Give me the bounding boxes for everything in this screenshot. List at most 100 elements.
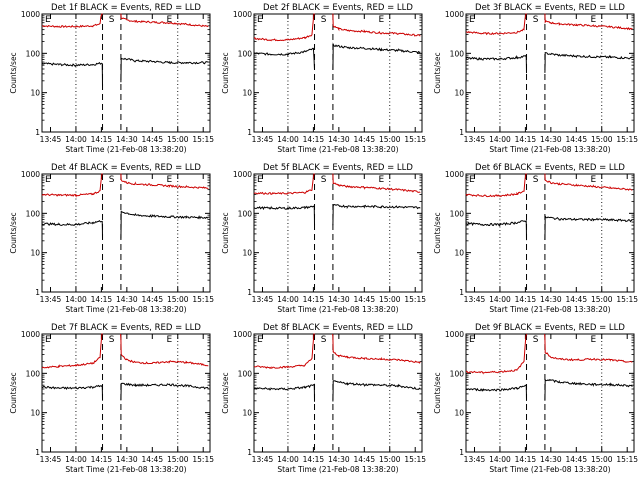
panel-4-xtick-label: 14:30 [116,295,138,304]
panel-2-ytick-label: 1000 [233,10,252,19]
panel-5-frame [253,173,423,293]
panel-4-xlabel: Start Time (21-Feb-08 13:38:20) [65,305,186,314]
panel-6-xtick-label: 14:00 [489,295,511,304]
panel-9-frame [465,333,635,453]
panel-9-ytick-label: 1 [459,448,464,457]
panel-4-ytick-label: 1000 [21,170,40,179]
panel-8-xtick-label: 14:30 [328,455,350,464]
panel-4-marker-e: E [166,175,172,185]
panel-8-xtick-label: 14:00 [277,455,299,464]
panel-5-lld-line-post [332,173,421,193]
panel-5-events-line-post [332,203,421,226]
panel-9-ytick-label: 1000 [445,330,464,339]
panel-3-xtick-label: 14:30 [540,135,562,144]
panel-7-xtick-label: 13:45 [40,455,62,464]
panel-1-xtick-label: 13:45 [40,135,62,144]
panel-6-lld-line-pre [465,173,527,198]
panel-1-ytick-label: 1000 [21,10,40,19]
panel-9-lld-line-post [544,333,633,363]
panel-2-lld-line-pre [253,13,315,42]
panel-5-events-line-pre [253,205,315,226]
panel-4-xtick-label: 14:15 [91,295,113,304]
panel-9-ytick-label: 10 [454,409,464,418]
panel-1-marker-s: S [109,15,115,25]
panel-8-xtick-label: 13:45 [252,455,274,464]
panel-8-marker-e: E [257,335,263,345]
panel-1-xtick-label: 15:00 [167,135,189,144]
panel-4-ytick-label: 100 [26,209,41,218]
panel-2-ytick-label: 1 [247,128,252,137]
panel-7-frame [41,333,211,453]
panel-5-ytick-label: 1 [247,288,252,297]
panel-1-xtick-label: 14:30 [116,135,138,144]
panel-4-events-line-post [120,210,209,239]
panel-7-xtick-label: 15:15 [192,455,214,464]
panel-6-xtick-label: 15:15 [616,295,638,304]
panel-7-marker-s: S [109,335,115,345]
panel-8-ytick-label: 1 [247,448,252,457]
panel-5-marker-e: E [257,175,263,185]
panel-6-marker-s: S [533,175,539,185]
panel-2-ylabel: Counts/sec [221,52,230,93]
panel-5-lld-line-pre [253,173,315,195]
panel-6-xlabel: Start Time (21-Feb-08 13:38:20) [489,305,610,314]
panel-6-xtick-label: 15:00 [591,295,613,304]
panel-3-marker-s: S [533,15,539,25]
panel-6-xtick-label: 14:45 [565,295,587,304]
panel-3-lld-line-pre [465,13,527,36]
panel-1-ytick-label: 100 [26,49,41,58]
panel-7-xlabel: Start Time (21-Feb-08 13:38:20) [65,465,186,474]
panel-6-marker-e: E [469,175,475,185]
panel-3-ytick-label: 10 [454,89,464,98]
panel-8-ytick-label: 1000 [233,330,252,339]
panel-5-title: Det 5f BLACK = Events, RED = LLD [263,163,413,173]
panel-7-xtick-label: 14:45 [141,455,163,464]
panel-8-xtick-label: 14:45 [353,455,375,464]
panel-1-xtick-label: 14:45 [141,135,163,144]
panel-2-marker-e: E [257,15,263,25]
panel-7-xtick-label: 14:30 [116,455,138,464]
panel-2-lld-line-post [332,13,421,37]
panel-6-xtick-label: 14:15 [515,295,537,304]
panel-1-events-line-pre [41,61,103,87]
panel-7-ylabel: Counts/sec [9,372,18,413]
panel-4-title: Det 4f BLACK = Events, RED = LLD [51,163,201,173]
panel-2-xlabel: Start Time (21-Feb-08 13:38:20) [277,145,398,154]
panel-7-marker-e: E [166,335,172,345]
panel-4-xtick-label: 13:45 [40,295,62,304]
panel-9-events-line-pre [465,384,527,401]
panel-4-marker-s: S [109,175,115,185]
panel-4-ytick-label: 1 [35,288,40,297]
panel-4-ytick-label: 10 [30,249,40,258]
panel-1-xlabel: Start Time (21-Feb-08 13:38:20) [65,145,186,154]
panel-4-frame [41,173,211,293]
panel-3-xtick-label: 15:15 [616,135,638,144]
panel-2-xtick-label: 15:15 [404,135,426,144]
panel-4-xtick-label: 15:00 [167,295,189,304]
panel-1-marker-e: E [166,15,172,25]
panel-6-ytick-label: 100 [450,209,465,218]
panel-6-ytick-label: 10 [454,249,464,258]
panel-2-events-line-post [332,42,421,70]
panel-6-ytick-label: 1 [459,288,464,297]
panel-3-ytick-label: 100 [450,49,465,58]
panel-1-events-line-post [120,57,209,83]
panel-9-xtick-label: 14:00 [489,455,511,464]
panel-9-ylabel: Counts/sec [433,372,442,413]
panel-3-marker-e: E [590,15,596,25]
panel-7-lld-line-pre [41,333,103,369]
panel-9-title: Det 9f BLACK = Events, RED = LLD [475,323,625,333]
panel-2-marker-s: S [321,15,327,25]
panel-4-marker-e: E [45,175,51,185]
panel-8-frame [253,333,423,453]
panel-7-events-line-pre [41,384,103,401]
panel-1-lld-line-post [120,13,209,28]
panel-2-marker-e: E [378,15,384,25]
panel-9-xtick-label: 13:45 [464,455,486,464]
panel-3-ytick-label: 1000 [445,10,464,19]
panel-7-xtick-label: 14:15 [91,455,113,464]
panel-8-xtick-label: 15:00 [379,455,401,464]
panel-8-marker-e: E [378,335,384,345]
panel-9-xtick-label: 14:30 [540,455,562,464]
panel-9-marker-s: S [533,335,539,345]
